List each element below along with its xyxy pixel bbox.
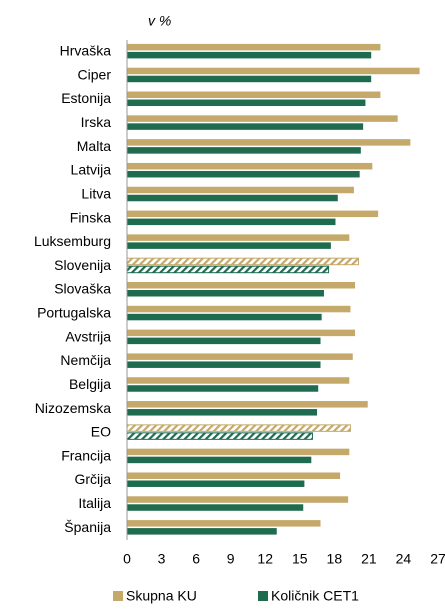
x-tick-label: 3 — [158, 551, 166, 567]
y-tick-label: Grčija — [74, 471, 111, 487]
bar — [127, 528, 277, 535]
bar — [127, 290, 324, 297]
y-tick-label: Slovenija — [54, 257, 111, 273]
x-tick-label: 0 — [123, 551, 131, 567]
y-tick-label: Francija — [61, 447, 111, 463]
bar — [127, 210, 379, 218]
bar — [127, 218, 336, 226]
bar — [127, 472, 341, 479]
bar — [127, 305, 351, 313]
x-tick-label: 24 — [396, 551, 412, 567]
bar — [127, 496, 349, 503]
bar — [127, 139, 411, 146]
y-tick-label: Finska — [70, 209, 111, 225]
bar — [126, 432, 313, 440]
bar — [127, 115, 398, 122]
bar — [126, 257, 360, 266]
bar — [127, 448, 350, 456]
y-tick-label: Malta — [77, 138, 111, 154]
x-tick-label: 18 — [327, 551, 343, 567]
bar — [127, 91, 381, 99]
y-tick-label: Slovaška — [54, 281, 111, 297]
y-tick-label: EO — [91, 424, 111, 440]
bar — [127, 43, 381, 51]
bar — [127, 329, 356, 337]
bar — [127, 162, 373, 170]
bar — [127, 504, 304, 511]
bar — [127, 234, 350, 241]
bar — [127, 67, 420, 75]
y-tick-label: Luksemburg — [34, 233, 111, 249]
y-tick-label: Nizozemska — [35, 400, 111, 416]
y-tick-label: Litva — [81, 185, 111, 201]
bar — [127, 337, 321, 345]
x-tick-label: 27 — [430, 551, 445, 567]
legend-swatch — [258, 591, 268, 601]
y-tick-label: Ciper — [78, 66, 112, 82]
y-tick-label: Hrvaška — [60, 43, 112, 59]
bar — [127, 99, 366, 107]
legend-label: Skupna KU — [126, 588, 197, 604]
y-tick-label: Belgija — [69, 376, 111, 392]
unit-label: v % — [148, 13, 171, 29]
bar — [127, 51, 372, 59]
bar — [127, 242, 331, 249]
bar — [127, 385, 319, 392]
bar — [127, 186, 354, 194]
x-tick-label: 6 — [192, 551, 200, 567]
x-tick-label: 9 — [227, 551, 235, 567]
y-tick-label: Latvija — [71, 162, 112, 178]
legend-label: Količnik CET1 — [271, 588, 359, 604]
bar — [127, 147, 361, 154]
y-tick-label: Italija — [78, 495, 111, 511]
bar — [126, 424, 351, 432]
bar — [127, 377, 350, 384]
bar — [127, 401, 368, 408]
bar — [127, 353, 353, 360]
bar — [127, 170, 360, 178]
bar — [127, 456, 312, 464]
x-tick-label: 12 — [257, 551, 273, 567]
y-tick-label: Španija — [64, 519, 111, 535]
x-tick-label: 21 — [361, 551, 377, 567]
bar — [127, 282, 356, 289]
bar — [127, 313, 322, 321]
bar — [127, 520, 321, 527]
legend-swatch — [113, 591, 123, 601]
bar — [127, 75, 372, 83]
y-tick-label: Avstrija — [65, 328, 111, 344]
x-tick-label: 15 — [292, 551, 308, 567]
bar — [127, 409, 318, 416]
y-tick-label: Nemčija — [60, 352, 111, 368]
bar — [127, 480, 305, 487]
bar — [127, 123, 364, 130]
y-tick-label: Irska — [81, 114, 112, 130]
bar — [126, 265, 330, 274]
bar — [127, 361, 321, 368]
y-tick-label: Portugalska — [37, 305, 111, 321]
y-tick-label: Estonija — [61, 90, 111, 106]
bar — [127, 194, 338, 202]
